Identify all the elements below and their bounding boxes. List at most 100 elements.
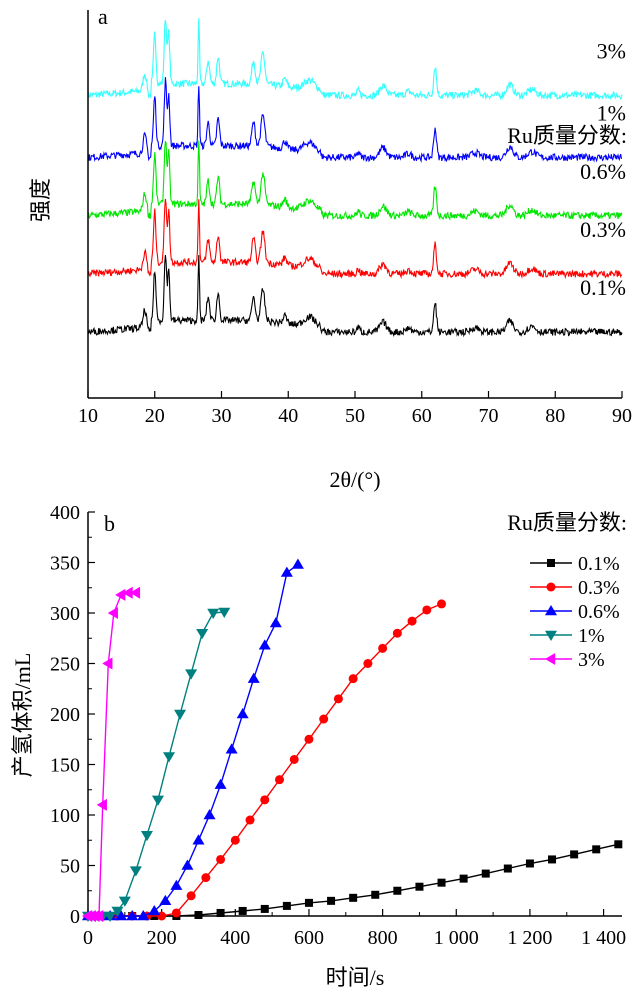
x-tick-label: 600: [294, 927, 324, 949]
data-point: [192, 834, 205, 845]
data-point: [140, 831, 153, 842]
x-tick-label: 80: [545, 405, 565, 427]
panel-b-xlabel: 时间/s: [326, 965, 385, 990]
data-point: [348, 674, 358, 684]
panel-a: a 强度 2θ/(°) Ru质量分数: 3% 1% 0.6% 0.3% 0.1% 10 2…: [28, 4, 632, 492]
legend-marker-2: [545, 605, 557, 616]
data-point: [93, 910, 104, 922]
xrd-curve-3: [87, 198, 623, 280]
x-tick-label: 800: [368, 927, 398, 949]
data-point: [503, 864, 512, 873]
data-point: [393, 886, 402, 895]
data-point: [349, 893, 358, 902]
data-point: [275, 775, 285, 785]
data-point: [203, 809, 216, 820]
legend-label-0: 0.1%: [578, 553, 620, 575]
x-tick-label: 1 000: [434, 927, 479, 949]
series-line-2: [88, 563, 299, 917]
data-point: [118, 896, 131, 907]
data-point: [104, 911, 117, 922]
xrd-curve-4: [87, 255, 623, 338]
xrd-series-label-1: 1%: [597, 101, 626, 126]
series-4: [82, 586, 141, 922]
xrd-series-label-4: 0.1%: [580, 275, 626, 300]
panel-b-label: b: [104, 511, 115, 536]
data-point: [129, 866, 142, 877]
x-tick-label: 30: [212, 405, 232, 427]
series-line-1: [88, 603, 442, 917]
data-point: [304, 734, 314, 744]
xrd-curve-1: [87, 77, 622, 164]
data-point: [201, 873, 211, 883]
y-tick-label: 400: [50, 502, 80, 524]
data-point: [333, 694, 343, 704]
data-point: [525, 859, 534, 868]
data-point: [304, 898, 313, 907]
data-point: [148, 904, 161, 916]
data-point: [280, 566, 293, 577]
series-3: [82, 607, 231, 922]
legend-label-2: 0.6%: [578, 601, 620, 623]
data-point: [214, 778, 227, 789]
data-point: [111, 906, 124, 917]
x-tick-label: 400: [220, 927, 250, 949]
data-point: [548, 855, 557, 864]
x-tick-label: 0: [83, 927, 93, 949]
legend-marker-3: [545, 630, 557, 641]
x-tick-label: 200: [147, 927, 177, 949]
x-tick-label: 1 400: [581, 927, 626, 949]
data-point: [371, 890, 380, 899]
data-point: [216, 908, 225, 917]
data-point: [592, 845, 601, 854]
data-point: [238, 906, 247, 915]
data-point: [260, 795, 270, 805]
data-point: [437, 878, 446, 887]
x-tick-label: 50: [345, 405, 365, 427]
panel-a-series-labels: 3% 1% 0.6% 0.3% 0.1%: [580, 39, 626, 301]
legend-label-3: 1%: [578, 625, 605, 647]
data-point: [230, 835, 240, 845]
data-point: [378, 643, 388, 653]
panel-b-series: [82, 558, 623, 922]
panel-b-legend: 0.1%0.3%0.6%1%3%: [530, 553, 620, 671]
data-point: [392, 628, 402, 638]
data-point: [415, 882, 424, 891]
data-point: [163, 752, 176, 763]
data-point: [327, 896, 336, 905]
series-0: [84, 840, 623, 920]
y-tick-label: 100: [50, 805, 80, 827]
data-point: [151, 795, 164, 806]
data-point: [137, 910, 150, 921]
x-tick-label: 40: [278, 405, 298, 427]
data-point: [319, 714, 329, 724]
x-tick-label: 90: [612, 405, 632, 427]
data-point: [282, 901, 291, 910]
panel-a-axes: 10 20 30 40 50 60 70 80 90: [78, 10, 632, 427]
data-point: [218, 607, 231, 618]
data-point: [170, 879, 183, 890]
data-point: [102, 657, 113, 670]
y-tick-label: 300: [50, 603, 80, 625]
data-point: [481, 869, 490, 878]
panel-a-label: a: [98, 4, 108, 29]
legend-marker-1: [546, 582, 556, 592]
data-point: [269, 617, 282, 628]
panel-a-curves: [87, 18, 623, 338]
data-point: [115, 588, 126, 601]
xrd-curve-2: [87, 140, 623, 221]
panel-b-ylabel: 产氢体积/mL: [10, 653, 35, 778]
x-tick-label: 1 200: [507, 927, 552, 949]
data-point: [570, 850, 579, 859]
data-point: [245, 815, 255, 825]
data-point: [422, 605, 432, 615]
data-point: [194, 910, 203, 919]
y-tick-label: 0: [70, 906, 80, 928]
x-tick-label: 70: [479, 405, 499, 427]
data-point: [122, 586, 133, 599]
data-point: [171, 908, 181, 918]
data-point: [363, 659, 373, 668]
xrd-series-label-2: 0.6%: [580, 159, 626, 184]
x-tick-label: 20: [145, 405, 165, 427]
legend-label-1: 0.3%: [578, 577, 620, 599]
